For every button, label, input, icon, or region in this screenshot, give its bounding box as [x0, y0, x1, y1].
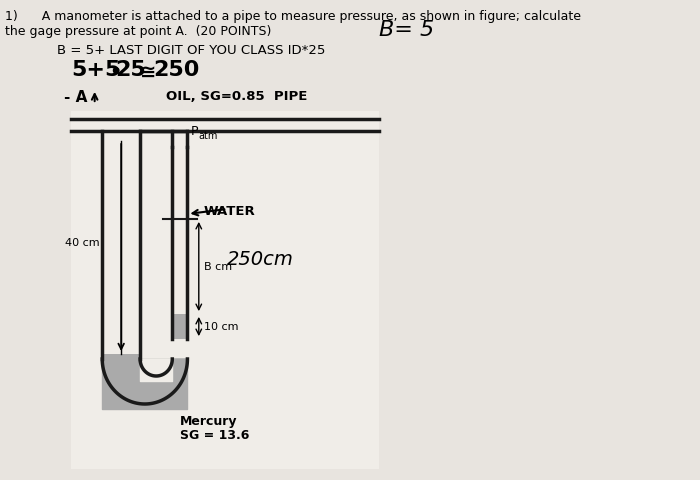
Polygon shape — [140, 359, 172, 376]
Bar — [172, 314, 188, 339]
Text: B cm: B cm — [204, 262, 232, 272]
Text: B = 5+ LAST DIGIT OF YOU CLASS ID*25: B = 5+ LAST DIGIT OF YOU CLASS ID*25 — [57, 44, 326, 57]
Text: 25: 25 — [116, 60, 146, 80]
Text: - A: - A — [64, 90, 88, 105]
Polygon shape — [102, 359, 188, 404]
Text: P: P — [190, 125, 198, 138]
Text: 250cm: 250cm — [228, 250, 294, 268]
Bar — [102, 354, 140, 359]
Bar — [71, 112, 379, 469]
Text: SG = 13.6: SG = 13.6 — [180, 428, 249, 441]
Text: ≅: ≅ — [140, 63, 157, 82]
Text: atm: atm — [199, 131, 218, 141]
Text: •: • — [109, 63, 121, 82]
Text: 1)      A manometer is attached to a pipe to measure pressure, as shown in figur: 1) A manometer is attached to a pipe to … — [5, 10, 581, 23]
Text: OIL, SG=0.85  PIPE: OIL, SG=0.85 PIPE — [166, 90, 307, 103]
Text: B= 5: B= 5 — [379, 20, 434, 40]
Text: 40 cm: 40 cm — [65, 238, 99, 248]
Text: WATER: WATER — [204, 204, 256, 217]
Text: Mercury: Mercury — [180, 414, 237, 427]
Text: 10 cm: 10 cm — [204, 322, 238, 332]
Text: 5+5: 5+5 — [71, 60, 120, 80]
Text: the gage pressure at point A.  (20 POINTS): the gage pressure at point A. (20 POINTS… — [5, 25, 271, 38]
Text: 250: 250 — [153, 60, 200, 80]
